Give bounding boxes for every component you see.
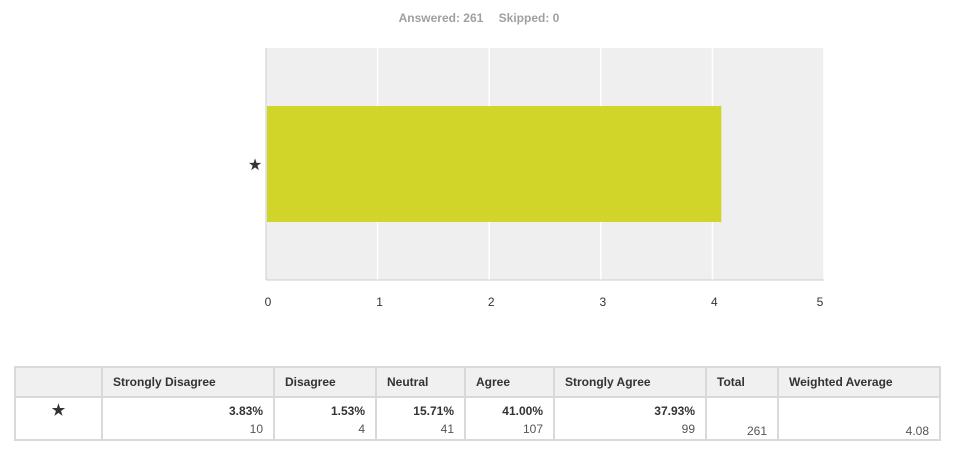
row-star-label: ★ <box>51 402 66 419</box>
row-label: ★ <box>14 397 103 441</box>
x-tick-label: 0 <box>265 295 272 309</box>
x-tick-label: 2 <box>488 295 495 309</box>
cell-disagree: 1.53% 4 <box>273 397 377 441</box>
cell-agree: 41.00% 107 <box>464 397 555 441</box>
y-category-label: ★ <box>248 155 262 174</box>
bars <box>267 106 722 222</box>
total-value: 261 <box>746 424 767 438</box>
header-blank <box>14 366 103 398</box>
pct-neutral: 15.71% <box>413 404 454 418</box>
cell-total: 261 <box>705 397 779 441</box>
x-tick-labels: 0 1 2 3 4 5 <box>265 295 824 309</box>
pct-strongly-agree: 37.93% <box>654 404 695 418</box>
weighted-average-value: 4.08 <box>905 424 929 438</box>
header-neutral: Neutral <box>375 366 466 398</box>
table-row: ★ 3.83% 10 1.53% 4 15.71% 41 41.00% 107 37.9… <box>14 397 941 441</box>
count-strongly-disagree: 10 <box>249 422 263 436</box>
results-table: Strongly Disagree Disagree Neutral Agree… <box>14 366 941 441</box>
count-strongly-agree: 99 <box>681 422 695 436</box>
cell-strongly-agree: 37.93% 99 <box>553 397 707 441</box>
y-category-labels: ★ <box>248 155 262 174</box>
header-strongly-disagree: Strongly Disagree <box>101 366 275 398</box>
answered-count: Answered: 261 <box>398 11 484 25</box>
pct-agree: 41.00% <box>502 404 543 418</box>
cell-weighted-average: 4.08 <box>777 397 941 441</box>
pct-disagree: 1.53% <box>330 404 365 418</box>
header-total: Total <box>705 366 779 398</box>
response-summary: Answered: 261 Skipped: 0 <box>0 11 958 25</box>
cell-strongly-disagree: 3.83% 10 <box>101 397 275 441</box>
skipped-count: Skipped: 0 <box>498 11 560 25</box>
count-disagree: 4 <box>358 422 365 436</box>
count-agree: 107 <box>522 422 543 436</box>
cell-neutral: 15.71% 41 <box>375 397 466 441</box>
bar-chart: 0 1 2 3 4 5 ★ <box>248 48 825 309</box>
header-strongly-agree: Strongly Agree <box>553 366 707 398</box>
x-tick-label: 4 <box>711 295 718 309</box>
x-tick-label: 5 <box>817 295 824 309</box>
header-row: Strongly Disagree Disagree Neutral Agree… <box>14 366 941 398</box>
header-agree: Agree <box>464 366 555 398</box>
header-weighted-average: Weighted Average <box>777 366 941 398</box>
x-tick-label: 1 <box>376 295 383 309</box>
x-tick-label: 3 <box>599 295 606 309</box>
count-neutral: 41 <box>440 422 454 436</box>
bar <box>267 106 722 222</box>
header-disagree: Disagree <box>273 366 377 398</box>
pct-strongly-disagree: 3.83% <box>228 404 263 418</box>
